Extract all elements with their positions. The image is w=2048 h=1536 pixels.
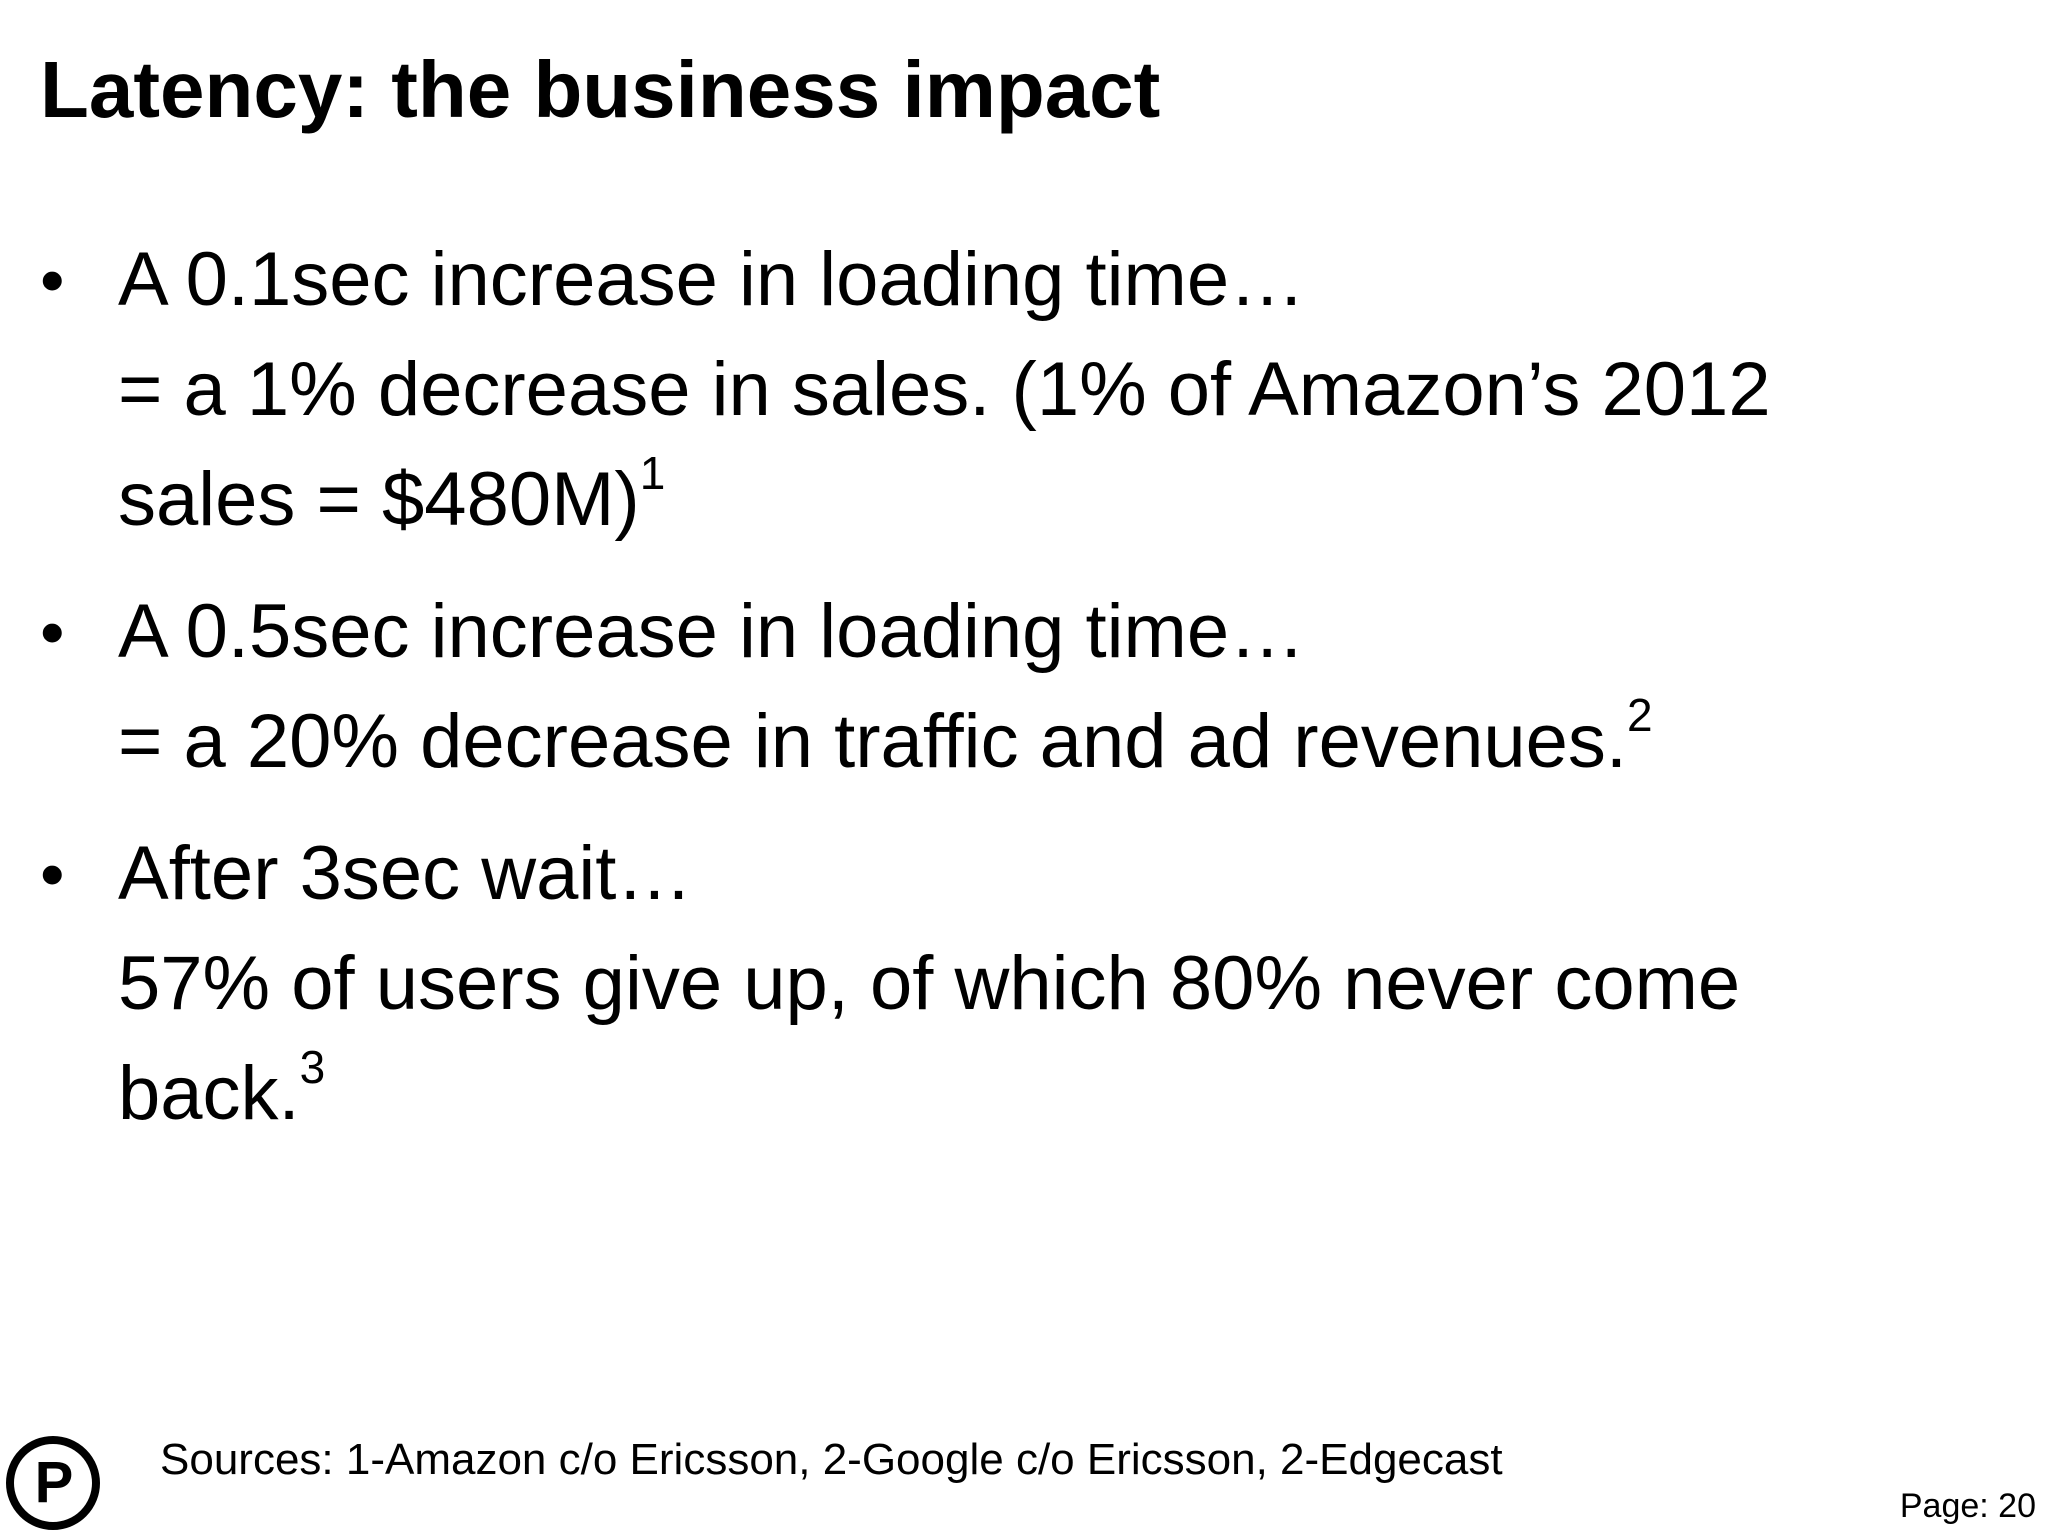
bullet-line: = a 20% decrease in traffic and ad reven…: [118, 687, 1980, 797]
bullet-line: 57% of users give up, of which 80% never…: [118, 941, 1741, 1026]
footnote-marker: 3: [299, 1040, 326, 1093]
logo-letter: P: [35, 1450, 74, 1515]
bullet-line: After 3sec wait…: [118, 831, 693, 916]
bullet-line: A 0.5sec increase in loading time…: [118, 589, 1306, 674]
bullet-item: • A 0.5sec increase in loading time… = a…: [40, 577, 1980, 797]
bullet-line: back.3: [118, 1039, 1980, 1149]
sources-footnote: Sources: 1-Amazon c/o Ericsson, 2-Google…: [160, 1435, 1503, 1484]
bullet-line: A 0.1sec increase in loading time…: [118, 237, 1306, 322]
bullet-item: • A 0.1sec increase in loading time… = a…: [40, 225, 1980, 555]
circled-p-logo-icon: P: [6, 1436, 100, 1530]
bullet-dot-icon: •: [40, 835, 65, 913]
slide-title: Latency: the business impact: [40, 45, 1161, 134]
bullet-line: sales = $480M)1: [118, 445, 1980, 555]
bullet-item: • After 3sec wait… 57% of users give up,…: [40, 819, 1980, 1149]
bullet-dot-icon: •: [40, 593, 65, 671]
bullet-line-text: back.: [118, 1051, 300, 1136]
bullet-line-text: = a 20% decrease in traffic and ad reven…: [118, 699, 1628, 784]
bullet-list: • A 0.1sec increase in loading time… = a…: [40, 225, 1980, 1171]
page-number: Page: 20: [1899, 1487, 2036, 1525]
footnote-marker: 1: [639, 446, 666, 499]
bullet-line-text: sales = $480M): [118, 457, 640, 542]
bullet-line: = a 1% decrease in sales. (1% of Amazon’…: [118, 347, 1771, 432]
bullet-dot-icon: •: [40, 241, 65, 319]
footnote-marker: 2: [1627, 688, 1653, 741]
